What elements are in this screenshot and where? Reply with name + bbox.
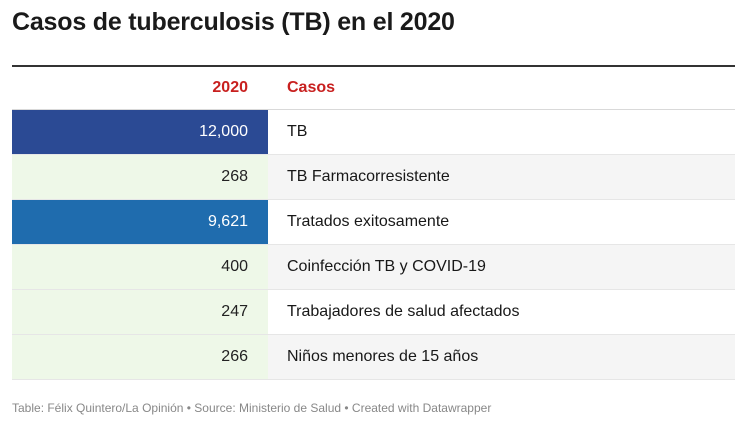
table-body: 12,000 TB 268 TB Farmacorresistente 9,621 Tra… [12, 110, 735, 380]
table-row: 12,000 TB [12, 110, 735, 155]
cell-casos-label: Tratados exitosamente [287, 213, 450, 230]
cell-casos-label: Niños menores de 15 años [268, 335, 735, 379]
cell-casos-label: Coinfección TB y COVID-19 [268, 245, 735, 289]
table-header-row: 2020 Casos [12, 67, 735, 110]
cell-value-2020: 400 [12, 245, 268, 289]
data-table: 2020 Casos 12,000 TB 268 TB Farmacorresiste… [12, 65, 735, 380]
table-row: 400 Coinfección TB y COVID-19 [12, 245, 735, 290]
cell-value-2020: 247 [12, 290, 268, 334]
chart-title: Casos de tuberculosis (TB) en el 2020 [12, 8, 455, 36]
cell-value-2020: 9,621 [12, 200, 268, 244]
cell-value-2020: 268 [12, 155, 268, 199]
table-row: 9,621 Tratados exitosamente [12, 200, 735, 245]
column-header-2020: 2020 [212, 79, 248, 96]
cell-value-2020: 12,000 [12, 110, 268, 154]
table-row: 247 Trabajadores de salud afectados [12, 290, 735, 335]
cell-casos-label: TB [287, 123, 308, 140]
column-header-casos: Casos [287, 79, 336, 96]
source-footer: Table: Félix Quintero/La Opinión • Sourc… [12, 401, 492, 415]
cell-casos-label: TB Farmacorresistente [268, 155, 735, 199]
table-row: 268 TB Farmacorresistente [12, 155, 735, 200]
cell-casos-label: Trabajadores de salud afectados [287, 303, 520, 320]
table-row: 266 Niños menores de 15 años [12, 335, 735, 380]
cell-value-2020: 266 [12, 335, 268, 379]
